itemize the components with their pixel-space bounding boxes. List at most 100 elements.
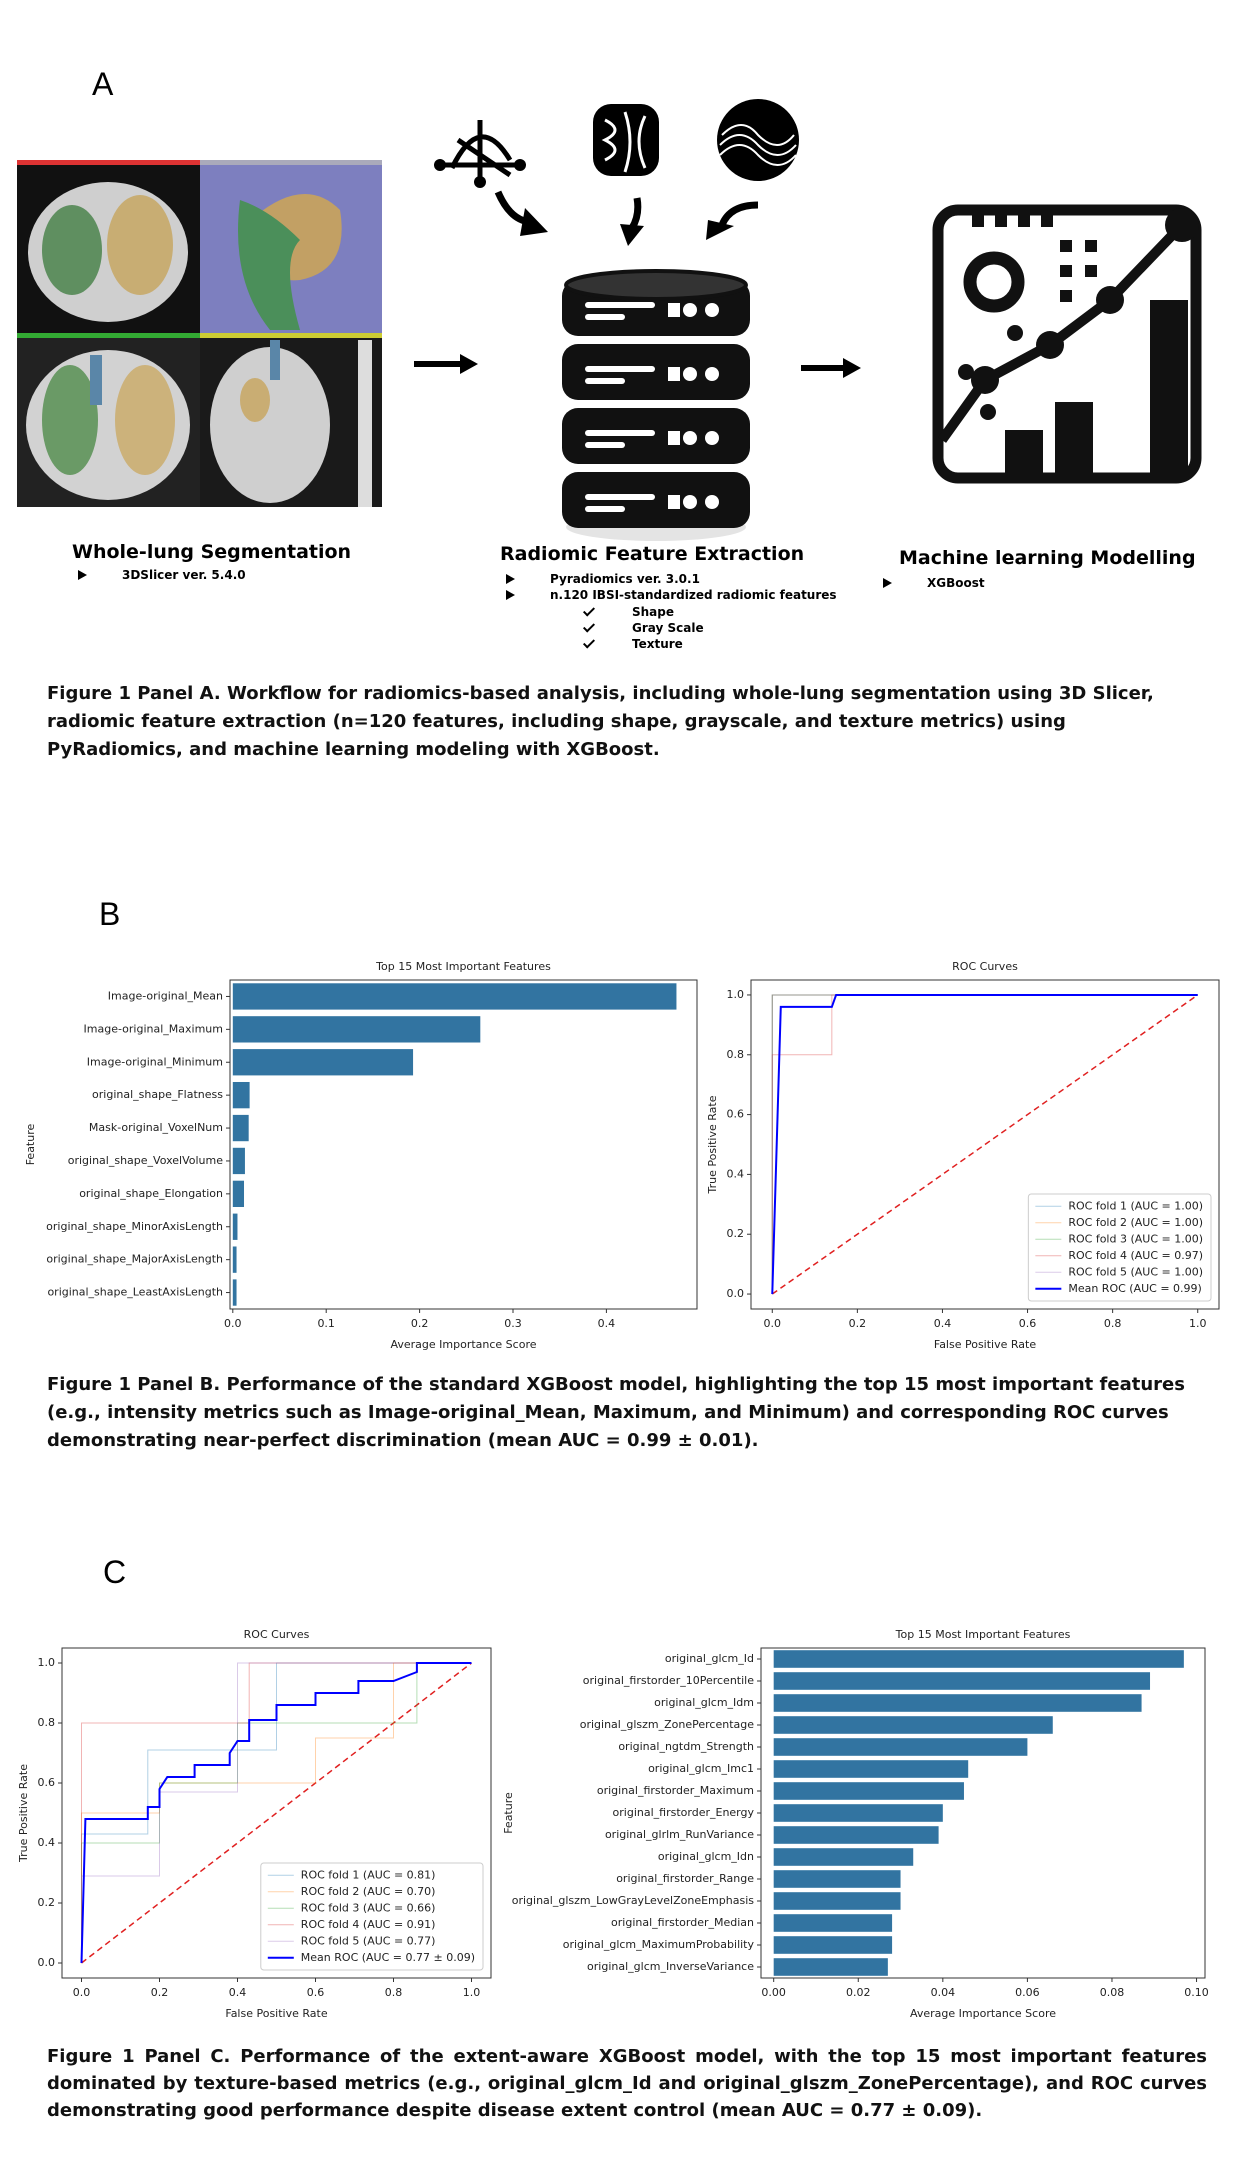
roc-line (81, 1662, 472, 1963)
x-tick-label: 0.4 (598, 1317, 616, 1330)
y-tick-label: original_glcm_Idn (658, 1850, 754, 1863)
x-tick-label: 0.0 (73, 1986, 91, 1999)
x-tick-label: 0.04 (931, 1986, 956, 1999)
chart-title: Top 15 Most Important Features (375, 960, 551, 973)
step-item: XGBoost (883, 576, 985, 590)
x-tick-label: 0.2 (151, 1986, 169, 1999)
step-title: Radiomic Feature Extraction (500, 543, 805, 565)
ml-icon (932, 204, 1202, 484)
bar (773, 1738, 1028, 1756)
legend-label: ROC fold 4 (AUC = 0.91) (301, 1918, 436, 1931)
y-tick-label: 0.6 (727, 1108, 745, 1121)
y-tick-label: original_firstorder_Range (616, 1872, 754, 1885)
bar (232, 1246, 237, 1273)
legend-label: ROC fold 3 (AUC = 0.66) (301, 1901, 436, 1914)
bar (232, 1180, 245, 1208)
bar (773, 1914, 893, 1932)
bar (773, 1782, 964, 1800)
caption: Figure 1 Panel B. Performance of the sta… (47, 1374, 1185, 1451)
y-tick-label: original_glrlm_RunVariance (605, 1828, 754, 1841)
bar (773, 1672, 1151, 1690)
caption: Figure 1 Panel A. Workflow for radiomics… (47, 683, 1154, 760)
x-tick-label: 0.8 (385, 1986, 403, 1999)
y-tick-label: 1.0 (38, 1656, 56, 1669)
step-subitem: Shape (632, 605, 675, 619)
x-tick-label: 0.0 (224, 1317, 242, 1330)
bar (773, 1870, 901, 1888)
chance-line (81, 1662, 472, 1964)
y-tick-label: 0.8 (38, 1716, 56, 1729)
bar (773, 1892, 901, 1910)
y-tick-label: Mask-original_VoxelNum (89, 1121, 223, 1134)
chart-title: ROC Curves (952, 960, 1018, 973)
y-tick-label: original_shape_MinorAxisLength (46, 1220, 223, 1233)
x-tick-label: 0.00 (761, 1986, 786, 1999)
workflow-arrows (414, 190, 861, 378)
bar (773, 1804, 943, 1822)
step-subitem: Gray Scale (632, 621, 704, 635)
roc-line (80, 1662, 472, 1964)
step-title: Whole-lung Segmentation (72, 541, 352, 563)
y-tick-label: original_glcm_InverseVariance (587, 1960, 754, 1973)
bar (232, 1016, 481, 1043)
y-tick-label: original_glszm_ZonePercentage (580, 1718, 754, 1731)
y-tick-label: 0.6 (38, 1776, 56, 1789)
bar (773, 1694, 1142, 1712)
x-tick-label: 0.02 (846, 1986, 871, 1999)
bar (232, 1213, 238, 1240)
y-tick-label: 0.2 (38, 1896, 56, 1909)
y-axis-label: True Positive Rate (706, 1095, 719, 1194)
method-icons (434, 99, 799, 188)
legend-label: ROC fold 4 (AUC = 0.97) (1068, 1249, 1203, 1262)
panel-label: C (103, 1554, 127, 1590)
bar (232, 1279, 237, 1306)
legend-label: ROC fold 3 (AUC = 1.00) (1068, 1232, 1203, 1245)
bar (773, 1848, 914, 1866)
plot-frame (61, 1647, 492, 1979)
x-tick-label: 0.3 (504, 1317, 522, 1330)
x-tick-label: 0.10 (1184, 1986, 1209, 1999)
panel-label: A (92, 66, 114, 102)
y-tick-label: original_firstorder_10Percentile (583, 1674, 754, 1687)
legend-label: ROC fold 1 (AUC = 0.81) (301, 1868, 436, 1881)
y-tick-label: original_firstorder_Energy (613, 1806, 755, 1819)
y-tick-label: 0.2 (727, 1227, 745, 1240)
chart-title: ROC Curves (244, 1628, 310, 1641)
caption: Figure 1 Panel C. Performance of the ext… (47, 2046, 1207, 2121)
x-tick-label: 0.1 (317, 1317, 335, 1330)
y-tick-label: Image-original_Mean (108, 989, 223, 1002)
database-icon (562, 269, 750, 541)
y-tick-label: original_glcm_Idm (654, 1696, 754, 1709)
bar (232, 1081, 250, 1109)
y-tick-label: Image-original_Maximum (84, 1022, 223, 1035)
y-tick-label: 0.0 (727, 1287, 745, 1300)
x-tick-label: 0.2 (849, 1317, 867, 1330)
x-tick-label: 1.0 (1189, 1317, 1207, 1330)
step-item: 3DSlicer ver. 5.4.0 (78, 568, 246, 582)
step-item: n.120 IBSI-standardized radiomic feature… (506, 588, 837, 602)
legend-label: Mean ROC (AUC = 0.77 ± 0.09) (301, 1951, 475, 1964)
ct-images (17, 160, 382, 507)
x-axis-label: Average Importance Score (390, 1338, 536, 1351)
bar (773, 1650, 1184, 1668)
legend-label: ROC fold 2 (AUC = 1.00) (1068, 1216, 1203, 1229)
y-tick-label: original_shape_Elongation (79, 1187, 223, 1200)
x-tick-label: 0.4 (934, 1317, 952, 1330)
y-axis-label: True Positive Rate (17, 1764, 30, 1863)
roc-line (81, 1662, 472, 1963)
y-tick-label: original_ngtdm_Strength (618, 1740, 754, 1753)
x-tick-label: 0.0 (764, 1317, 782, 1330)
y-tick-label: original_glcm_Id (665, 1652, 754, 1665)
panel-label: B (99, 896, 121, 932)
bar (232, 1114, 249, 1142)
bar (232, 1049, 414, 1076)
y-axis-label: Feature (502, 1792, 515, 1834)
chance-line (771, 994, 1199, 1295)
y-tick-label: original_shape_MajorAxisLength (46, 1253, 223, 1266)
y-tick-label: original_glcm_MaximumProbability (563, 1938, 755, 1951)
y-tick-label: original_shape_LeastAxisLength (47, 1286, 223, 1299)
bar (773, 1936, 893, 1954)
roc-line (771, 993, 1198, 1295)
